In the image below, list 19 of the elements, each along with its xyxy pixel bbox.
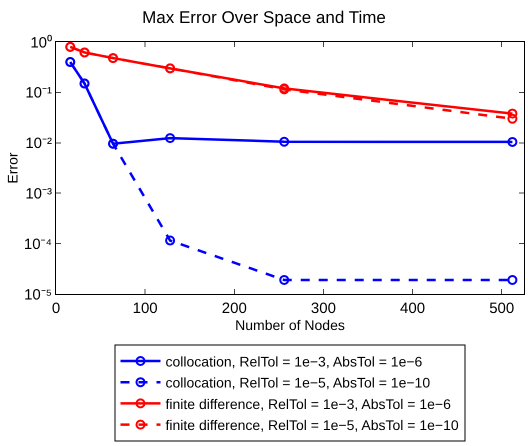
y-tick-label: 10⁻³: [25, 185, 52, 202]
y-tick-label: 10⁰: [30, 34, 52, 52]
y-axis-title: Error: [4, 152, 20, 184]
x-tick-label: 0: [52, 300, 60, 317]
legend-label: collocation, RelTol = 1e−3, AbsTol = 1e−6: [166, 353, 423, 370]
chart-title: Max Error Over Space and Time: [142, 8, 386, 28]
y-tick-label: 10⁻¹: [25, 84, 52, 102]
y-tick-label: 10⁻²: [25, 135, 52, 152]
x-tick-label: 500: [489, 300, 514, 317]
x-tick-label: 100: [132, 300, 158, 317]
x-tick-label: 300: [310, 300, 336, 317]
x-tick-label: 400: [400, 300, 426, 317]
legend-label: finite difference, RelTol = 1e−5, AbsTol = 1e−10: [166, 417, 459, 434]
x-tick-label: 200: [222, 300, 247, 317]
legend-label: finite difference, RelTol = 1e−3, AbsTol = 1e−6: [166, 396, 452, 412]
y-tick-label: 10⁻⁵: [24, 286, 52, 304]
legend-label: collocation, RelTol = 1e−5, AbsTol = 1e−10: [166, 374, 430, 391]
y-tick-label: 10⁻⁴: [24, 236, 52, 253]
x-axis-title: Number of Nodes: [235, 317, 345, 333]
